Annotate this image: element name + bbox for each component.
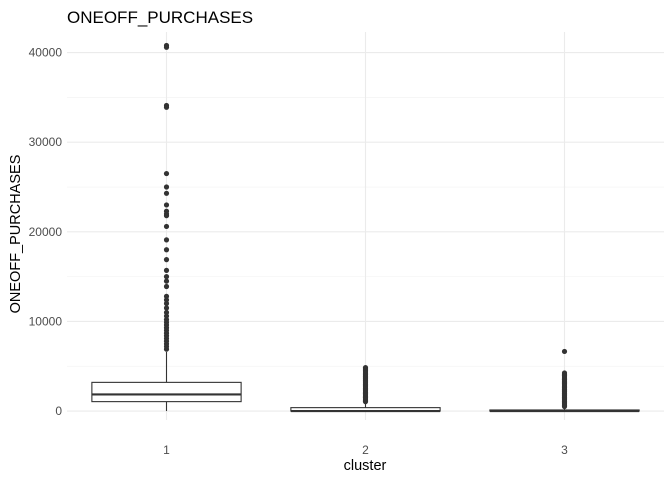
outlier-point — [163, 297, 170, 303]
chart-title: ONEOFF_PURCHASES — [67, 8, 253, 27]
y-tick-label: 20000 — [29, 225, 63, 239]
box-group-cluster-1 — [91, 42, 242, 412]
x-tick-label: 1 — [163, 443, 170, 457]
y-tick-label: 10000 — [29, 314, 63, 328]
outlier-point — [163, 202, 170, 208]
outlier-point — [163, 247, 170, 253]
box-group-cluster-2 — [290, 364, 441, 413]
outlier-point — [163, 313, 170, 319]
outlier-point — [163, 283, 170, 290]
outlier-point — [163, 170, 170, 177]
outlier-point — [163, 278, 170, 284]
y-tick-label: 30000 — [29, 135, 63, 149]
y-tick-labels: 0 10000 20000 30000 40000 — [29, 46, 63, 418]
outlier-point — [163, 293, 170, 299]
x-tick-label: 2 — [362, 443, 369, 457]
x-tick-label: 3 — [561, 443, 568, 457]
grid — [67, 32, 664, 420]
outlier-point — [163, 190, 170, 196]
outlier-point — [163, 223, 170, 230]
outlier-point — [163, 257, 170, 263]
boxes — [91, 42, 640, 413]
outlier-point — [163, 44, 170, 50]
box-group-cluster-3 — [489, 348, 640, 413]
y-tick-label: 0 — [55, 404, 62, 418]
outlier-point — [163, 267, 170, 273]
outlier-point — [561, 348, 568, 355]
y-tick-label: 40000 — [29, 46, 63, 60]
outlier-point — [362, 399, 369, 405]
outlier-point — [163, 274, 170, 280]
outlier-point — [163, 213, 170, 219]
outlier-point — [163, 104, 170, 110]
outlier-point — [561, 403, 568, 410]
x-tick-labels: 1 2 3 — [163, 443, 568, 457]
outlier-point — [163, 300, 170, 307]
x-axis-title: cluster — [344, 458, 387, 474]
outlier-point — [163, 309, 170, 316]
iqr-box — [91, 381, 242, 403]
outlier-point — [163, 184, 170, 190]
outlier-point — [163, 346, 170, 352]
outlier-point — [163, 305, 170, 311]
y-axis-title: ONEOFF_PURCHASES — [8, 155, 24, 314]
outlier-point — [163, 237, 170, 243]
